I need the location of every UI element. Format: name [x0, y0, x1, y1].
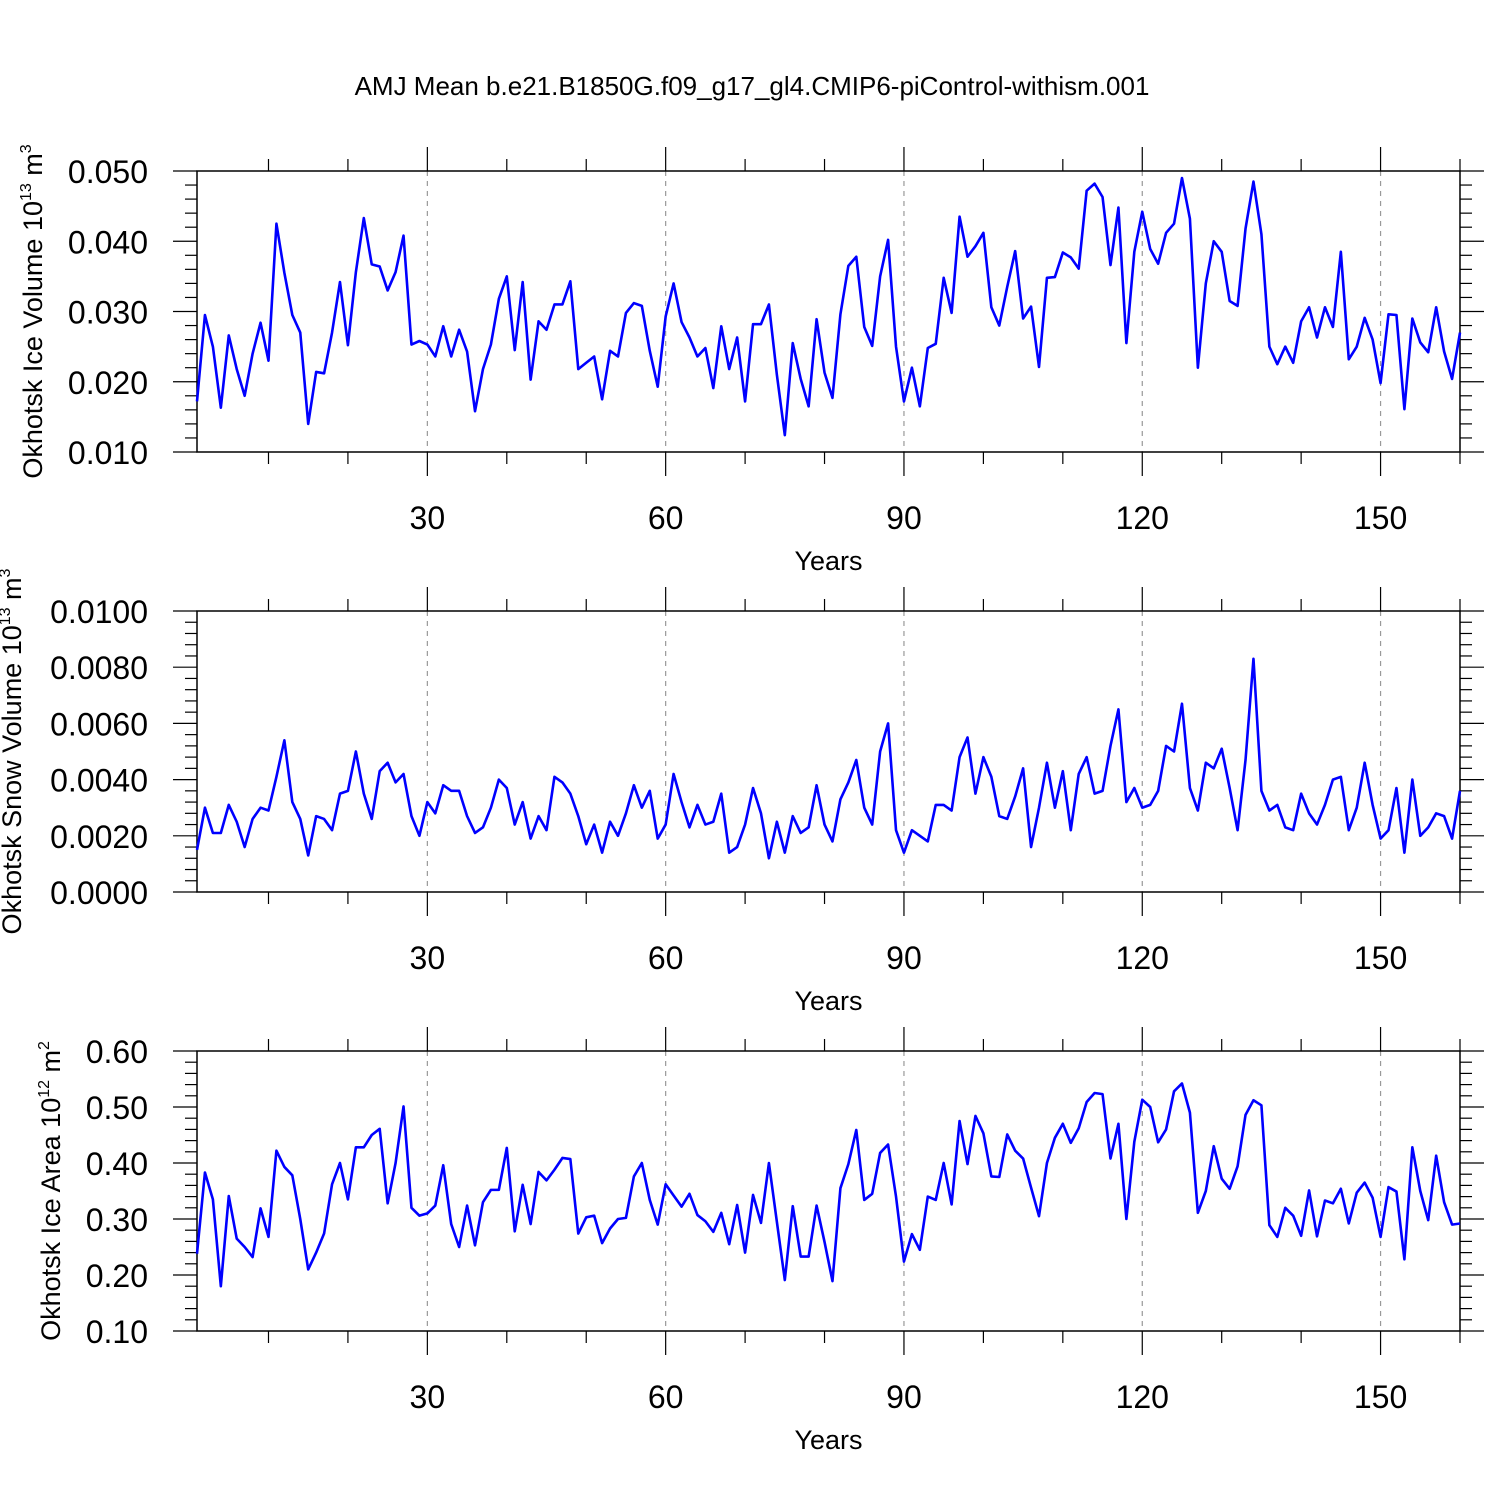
y-axis-label: Okhotsk Snow Volume 1013 m3 — [0, 568, 27, 934]
series-line-3-1 — [195, 1082, 1461, 1288]
x-tick-label: 120 — [1116, 940, 1169, 976]
panel-3: 30 60 90 120 150 Years 0.10 0.20 0.30 0.40 0.50 0.6… — [36, 1027, 1484, 1455]
y-tick-label: 0.0100 — [50, 594, 148, 630]
y-tick-label: 0.020 — [68, 365, 148, 401]
y-tick-label: 0.60 — [86, 1034, 148, 1070]
x-tick-label: 120 — [1116, 1379, 1169, 1415]
panel-2: 30 60 90 120 150 Years 0.0000 0.0020 0.0040 0.006… — [0, 568, 1484, 1016]
x-axis-label: Years — [794, 1425, 862, 1455]
x-tick-label: 90 — [886, 500, 922, 536]
y-tick-label: 0.0000 — [50, 875, 148, 911]
y-tick-label: 0.030 — [68, 295, 148, 331]
y-tick-label: 0.20 — [86, 1258, 148, 1294]
x-tick-label: 150 — [1354, 500, 1407, 536]
y-tick-label: 0.050 — [68, 154, 148, 190]
y-tick-label: 0.0020 — [50, 819, 148, 855]
x-tick-label: 60 — [648, 500, 684, 536]
chart-title: AMJ Mean b.e21.B1850G.f09_g17_gl4.CMIP6-… — [355, 71, 1150, 101]
y-tick-label: 0.30 — [86, 1202, 148, 1238]
x-axis-label: Years — [794, 986, 862, 1016]
x-tick-label: 150 — [1354, 1379, 1407, 1415]
plot-frame — [196, 610, 1461, 893]
x-tick-label: 30 — [410, 1379, 446, 1415]
y-tick-label: 0.50 — [86, 1090, 148, 1126]
plot-frame — [196, 170, 1461, 453]
x-axis-label: Years — [794, 546, 862, 576]
y-tick-label: 0.0080 — [50, 650, 148, 686]
y-tick-label: 0.10 — [86, 1314, 148, 1350]
series-line-1-1 — [195, 176, 1462, 437]
plot-frame — [196, 1050, 1461, 1332]
series-line-2-1 — [195, 657, 1462, 860]
x-tick-label: 90 — [886, 940, 922, 976]
y-tick-label: 0.040 — [68, 224, 148, 260]
y-axis-label: Okhotsk Ice Volume 1013 m3 — [18, 144, 48, 478]
x-tick-label: 30 — [410, 940, 446, 976]
y-tick-label: 0.0040 — [50, 763, 148, 799]
x-tick-label: 150 — [1354, 940, 1407, 976]
x-tick-label: 90 — [886, 1379, 922, 1415]
y-tick-label: 0.0060 — [50, 706, 148, 742]
panel-1: 30 60 90 120 150 Years 0.010 0.020 0.030 0.040 0.0… — [18, 144, 1484, 576]
y-axis-label: Okhotsk Ice Area 1012 m2 — [36, 1041, 66, 1341]
y-tick-label: 0.010 — [68, 435, 148, 471]
x-tick-label: 60 — [648, 940, 684, 976]
y-tick-label: 0.40 — [86, 1146, 148, 1182]
x-tick-label: 60 — [648, 1379, 684, 1415]
x-tick-label: 30 — [410, 500, 446, 536]
x-tick-label: 120 — [1116, 500, 1169, 536]
